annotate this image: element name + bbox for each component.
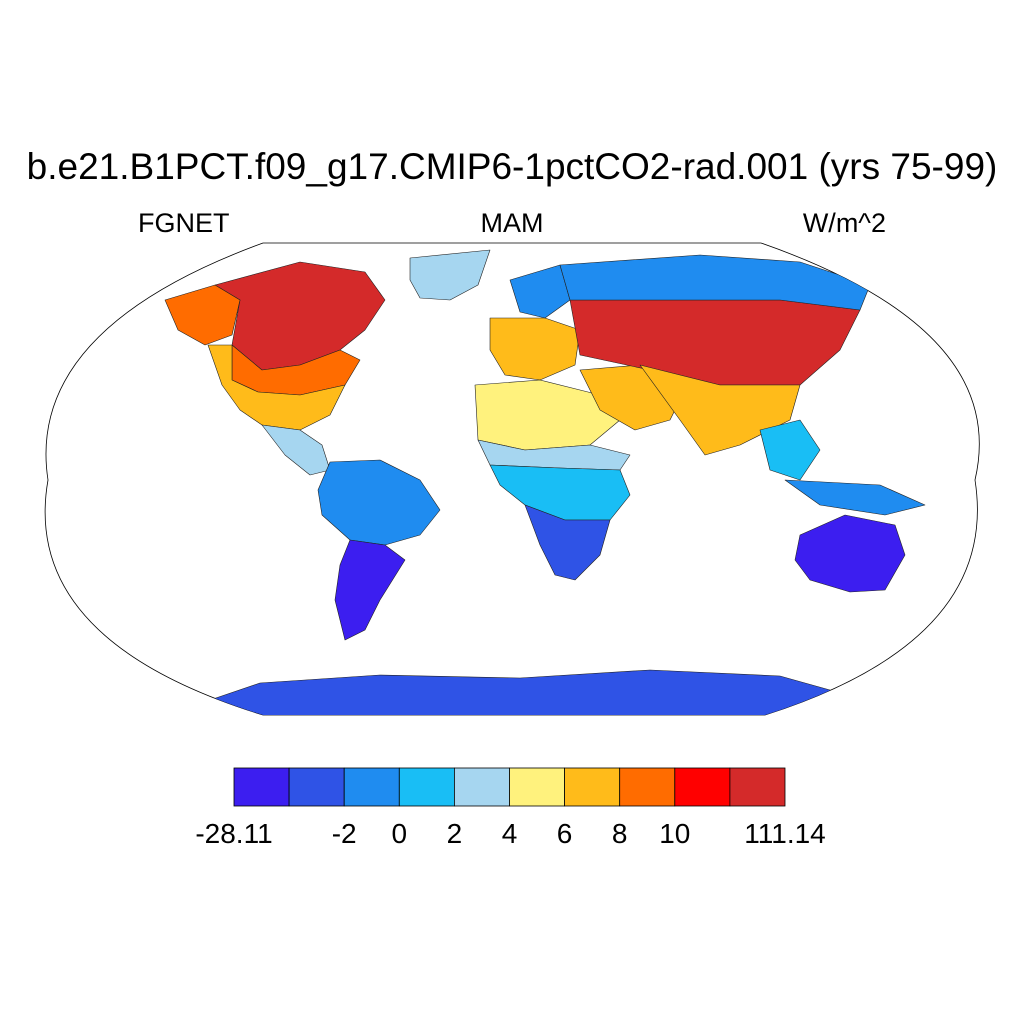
colorbar-swatch bbox=[509, 767, 565, 807]
region-south-america-south bbox=[334, 539, 406, 641]
colorbar-swatch bbox=[564, 767, 621, 807]
region-indonesia bbox=[784, 479, 926, 516]
region-scandinavia bbox=[509, 264, 571, 319]
colorbar-tick-label: -28.11 bbox=[195, 818, 273, 849]
colorbar-swatch bbox=[288, 767, 345, 807]
colorbar-tick-label: -2 bbox=[331, 818, 357, 849]
colorbar-swatch bbox=[398, 767, 455, 807]
region-southern-africa bbox=[524, 504, 611, 581]
colorbar-swatch bbox=[233, 767, 290, 807]
colorbar-tick-label: 10 bbox=[659, 818, 691, 849]
map-title: b.e21.B1PCT.f09_g17.CMIP6-1pctCO2-rad.00… bbox=[26, 146, 998, 187]
season-label: MAM bbox=[480, 208, 544, 238]
colorbar-swatch bbox=[729, 767, 786, 807]
colorbar-swatch bbox=[343, 767, 400, 807]
colorbar-tick-label: 2 bbox=[446, 818, 463, 849]
colorbar-tick-label: 0 bbox=[391, 818, 408, 849]
colorbar-swatch bbox=[619, 767, 676, 807]
colorbar-tick-label: 111.14 bbox=[744, 818, 826, 849]
region-alaska bbox=[164, 284, 241, 346]
colorbar-tick-label: 6 bbox=[556, 818, 573, 849]
colorbar-tick-label: 8 bbox=[611, 818, 628, 849]
region-south-america-north bbox=[317, 459, 441, 546]
colorbar-swatch bbox=[674, 767, 731, 807]
units-label: W/m^2 bbox=[802, 208, 886, 238]
region-siberia-north bbox=[559, 254, 871, 311]
colorbar-swatch bbox=[453, 767, 510, 807]
region-antarctica bbox=[209, 669, 831, 715]
region-southeast-asia bbox=[759, 419, 821, 481]
variable-label: FGNET bbox=[138, 208, 230, 238]
region-europe bbox=[489, 317, 581, 381]
region-greenland bbox=[409, 249, 491, 301]
colorbar-tick-label: 4 bbox=[501, 818, 518, 849]
region-north-america-south bbox=[207, 344, 346, 431]
region-australia bbox=[794, 514, 906, 593]
